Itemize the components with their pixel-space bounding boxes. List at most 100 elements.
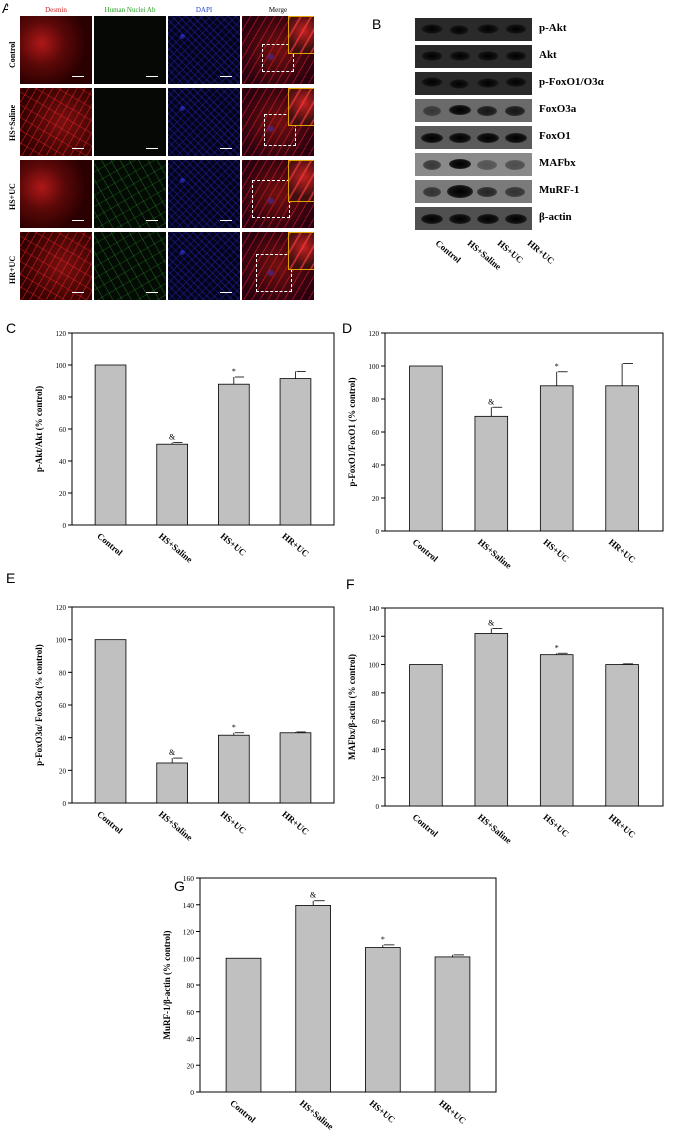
micrograph-tile: [20, 88, 92, 156]
y-tick-label: 160: [183, 874, 195, 883]
y-tick-label: 140: [369, 605, 380, 613]
zoom-inset: [288, 88, 314, 126]
y-tick-label: 20: [372, 495, 380, 503]
blot-strip: [415, 207, 532, 230]
micrograph-panel: Desmin Human Nuclei Ab DAPI Merge Contro…: [8, 6, 328, 304]
x-tick-label: HR+UC: [280, 531, 311, 559]
bar: [94, 639, 127, 804]
bar: [434, 956, 471, 1093]
x-tick-label: Control: [95, 809, 125, 836]
bar-chart-e: 0 20 40 60 80 100 120 p-FoxO3α/ FoxO3α (% contr…: [34, 604, 335, 843]
micrograph-tile: [242, 232, 314, 300]
y-tick-label: 20: [372, 775, 380, 783]
y-tick-label: 20: [187, 1061, 195, 1070]
row-header-hr-uc: HR+UC: [8, 255, 17, 284]
significance-marker: &: [488, 619, 495, 628]
y-tick-label: 100: [369, 662, 380, 670]
bar: [279, 378, 312, 526]
blot-strip: [415, 99, 532, 122]
y-tick-label: 40: [187, 1035, 195, 1044]
significance-marker: *: [555, 643, 559, 652]
panel-label-e: E: [6, 570, 16, 586]
blot-label-beta-actin: β-actin: [539, 211, 572, 223]
micrograph-tile: [94, 232, 166, 300]
blot-strip: [415, 153, 532, 176]
y-tick-label: 80: [372, 396, 380, 404]
blot-label-p-akt: p-Akt: [539, 22, 567, 34]
y-tick-label: 100: [369, 363, 380, 371]
y-tick-label: 40: [372, 746, 380, 754]
y-tick-label: 60: [372, 718, 380, 726]
row-header-hs-uc: HS+UC: [8, 183, 17, 210]
y-tick-label: 120: [369, 330, 380, 338]
blot-strip: [415, 126, 532, 149]
bar: [156, 762, 188, 804]
panel-label-b: B: [372, 16, 382, 32]
y-tick-label: 100: [183, 954, 195, 963]
micrograph-tile: [242, 88, 314, 156]
y-tick-label: 0: [190, 1088, 194, 1097]
x-tick-label: HS+Saline: [157, 809, 195, 843]
y-tick-label: 100: [56, 637, 67, 645]
y-tick-label: 60: [372, 429, 380, 437]
x-tick-label: Control: [228, 1098, 258, 1125]
bar-chart-f: 0 20 40 60 80 100 120 140 MAFbx/β-actin (% contr…: [347, 605, 664, 846]
micrograph-tile: [94, 160, 166, 228]
x-tick-label: Control: [411, 537, 441, 564]
bar: [295, 905, 331, 1093]
y-tick-label: 100: [56, 362, 67, 370]
zoom-region-box: [252, 180, 290, 218]
y-axis-label: MuRF-1/β-actin (% control): [162, 930, 172, 1039]
y-tick-label: 80: [372, 690, 380, 698]
y-axis-label: p-Akt/Akt (% control): [34, 386, 44, 472]
blot-strip: [415, 180, 532, 203]
micrograph-tile: [242, 160, 314, 228]
y-tick-label: 60: [59, 426, 67, 434]
x-tick-label: HS+Saline: [298, 1098, 336, 1132]
micrograph-tile: [168, 16, 240, 84]
y-tick-label: 40: [372, 462, 380, 470]
row-header-hs-saline: HS+Saline: [8, 104, 17, 141]
y-tick-label: 120: [183, 928, 195, 937]
blot-label-mafbx: MAFbx: [539, 157, 576, 169]
x-tick-label: HS+UC: [368, 1098, 398, 1125]
bar: [365, 947, 401, 1093]
significance-marker: &: [169, 748, 176, 757]
x-tick-label: HR+UC: [607, 537, 638, 565]
y-tick-label: 80: [187, 981, 195, 990]
significance-marker: *: [381, 935, 385, 944]
significance-marker: *: [232, 723, 236, 732]
bar-chart-g: 0 20 40 60 80 100 120 140 160 MuRF-1/β-actin (% c…: [162, 874, 497, 1132]
bar: [218, 734, 250, 804]
bar: [605, 385, 639, 532]
y-tick-label: 140: [183, 901, 195, 910]
micrograph-tile: [168, 88, 240, 156]
micrograph-tile: [168, 160, 240, 228]
zoom-inset: [288, 16, 314, 54]
zoom-inset: [288, 160, 314, 202]
panel-label-d: D: [342, 320, 353, 336]
significance-marker: &: [310, 891, 317, 900]
y-axis-label: p-FoxO1/FoxO1 (% control): [347, 377, 357, 486]
y-tick-label: 0: [63, 800, 67, 808]
blot-strip: [415, 45, 532, 68]
y-axis-label: p-FoxO3α/ FoxO3α (% control): [34, 644, 44, 766]
y-axis-label: MAFbx/β-actin (% control): [347, 654, 357, 760]
bar: [409, 664, 443, 807]
micrograph-tile: [94, 88, 166, 156]
blot-label-murf1: MuRF-1: [539, 184, 580, 196]
blot-lane-label: Control: [433, 238, 463, 265]
column-header-merge: Merge: [268, 6, 288, 14]
panel-label-g: G: [174, 878, 185, 894]
significance-marker: *: [232, 367, 236, 376]
y-tick-label: 60: [59, 702, 67, 710]
y-tick-label: 80: [59, 669, 67, 677]
blot-label-akt: Akt: [539, 49, 557, 61]
bar: [474, 633, 509, 807]
bar: [539, 385, 574, 532]
x-tick-label: HR+UC: [607, 812, 638, 840]
x-tick-label: HS+Saline: [157, 531, 195, 565]
bar: [225, 957, 262, 1093]
bar-chart-c: 0 20 40 60 80 100 120 p-Akt/Akt (% control) Cont…: [34, 330, 335, 565]
micrograph-tile: [242, 16, 314, 84]
